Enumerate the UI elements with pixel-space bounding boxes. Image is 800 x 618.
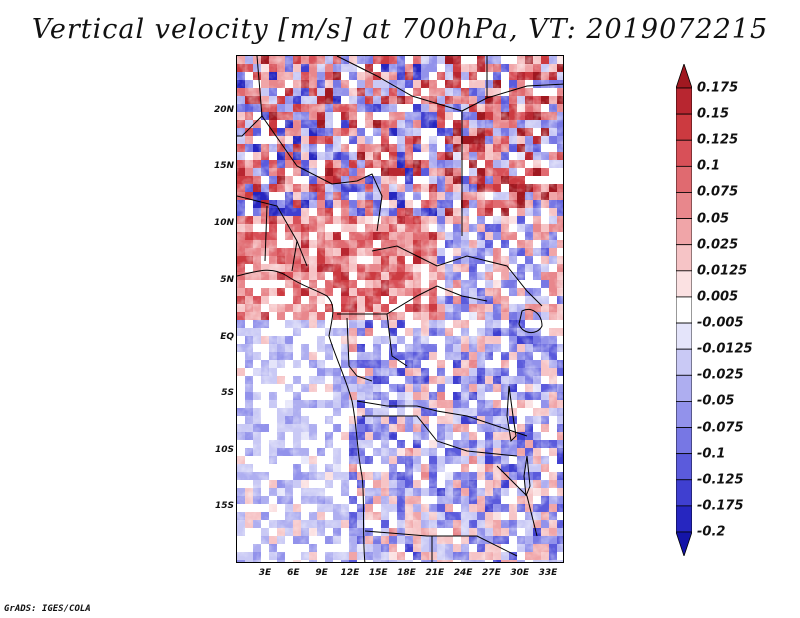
colorbar-label: 0.175	[697, 80, 739, 96]
border-north	[237, 56, 563, 236]
country-borders	[237, 56, 563, 562]
lake-tanganyika	[506, 385, 517, 443]
grads-credit: GrADS: IGES/COLA	[4, 604, 91, 614]
colorbar-bin	[676, 87, 692, 115]
colorbar-label: 0.025	[697, 237, 739, 253]
lon-tick-label: 12E	[340, 568, 360, 578]
colorbar-label: -0.025	[697, 367, 744, 383]
colorbar-bin	[676, 270, 692, 298]
lon-tick-label: 15E	[368, 568, 388, 578]
colorbar-bin	[676, 505, 692, 533]
colorbar-bin	[676, 244, 692, 272]
colorbar-bin	[676, 427, 692, 455]
colorbar-label: -0.175	[697, 498, 744, 514]
lon-tick-label: 21E	[425, 568, 445, 578]
lon-tick-label: 6E	[287, 568, 300, 578]
colorbar-label: 0.075	[697, 184, 739, 200]
lake-malawi	[523, 455, 531, 497]
colorbar-label: -0.0125	[697, 341, 753, 357]
colorbar-bin	[676, 113, 692, 141]
lon-tick-label: 33E	[538, 568, 558, 578]
colorbar	[676, 64, 692, 556]
border-south	[356, 400, 538, 562]
lon-tick-label: 18E	[397, 568, 416, 578]
colorbar-label: -0.1	[697, 446, 726, 462]
colorbar-bin	[676, 165, 692, 193]
colorbar-bin	[676, 296, 692, 324]
colorbar-label: -0.075	[697, 420, 744, 436]
lat-tick-label: 5N	[220, 275, 234, 285]
lon-tick-label: 24E	[453, 568, 473, 578]
lat-tick-label: 10N	[213, 218, 234, 228]
lat-tick-label: 15N	[213, 161, 234, 171]
colorbar-label: 0.05	[697, 211, 730, 227]
chart-title: Vertical velocity [m/s] at 700hPa, VT: 2…	[31, 14, 769, 45]
lon-tick-label: 3E	[258, 568, 272, 578]
colorbar-bin	[676, 139, 692, 167]
map-plot	[236, 55, 564, 563]
lat-tick-label: 20N	[213, 105, 234, 115]
colorbar-label: 0.1	[697, 158, 721, 174]
colorbar-bin	[676, 374, 692, 402]
colorbar-bin	[676, 218, 692, 246]
west-border	[237, 195, 308, 272]
colorbar-bin	[676, 453, 692, 481]
lon-tick-label: 9E	[315, 568, 328, 578]
colorbar-label: 0.125	[697, 132, 739, 148]
lake-victoria	[518, 309, 543, 333]
colorbar-bin	[676, 64, 692, 89]
colorbar-label: -0.2	[697, 524, 726, 540]
lat-tick-label: EQ	[220, 332, 234, 342]
border-central	[337, 245, 543, 382]
colorbar-bin	[676, 531, 692, 556]
lon-tick-label: 27E	[482, 568, 501, 578]
colorbar-label: -0.005	[697, 315, 744, 331]
colorbar-bin	[676, 192, 692, 219]
colorbar-bin	[676, 479, 692, 507]
colorbar-label: 0.005	[697, 289, 739, 305]
lat-tick-label: 10S	[214, 445, 234, 455]
lat-tick-label: 5S	[221, 388, 234, 398]
lon-tick-label: 30E	[510, 568, 530, 578]
colorbar-label: 0.0125	[697, 263, 748, 279]
colorbar-label: -0.05	[697, 393, 735, 409]
field-texture	[237, 56, 563, 562]
lat-tick-label: 15S	[214, 501, 234, 511]
colorbar-bin	[676, 401, 692, 428]
colorbar-bin	[676, 322, 692, 350]
colorbar-label: -0.125	[697, 472, 744, 488]
colorbar-bin	[676, 348, 692, 376]
colorbar-label: 0.15	[697, 106, 730, 122]
coastline	[237, 269, 366, 562]
